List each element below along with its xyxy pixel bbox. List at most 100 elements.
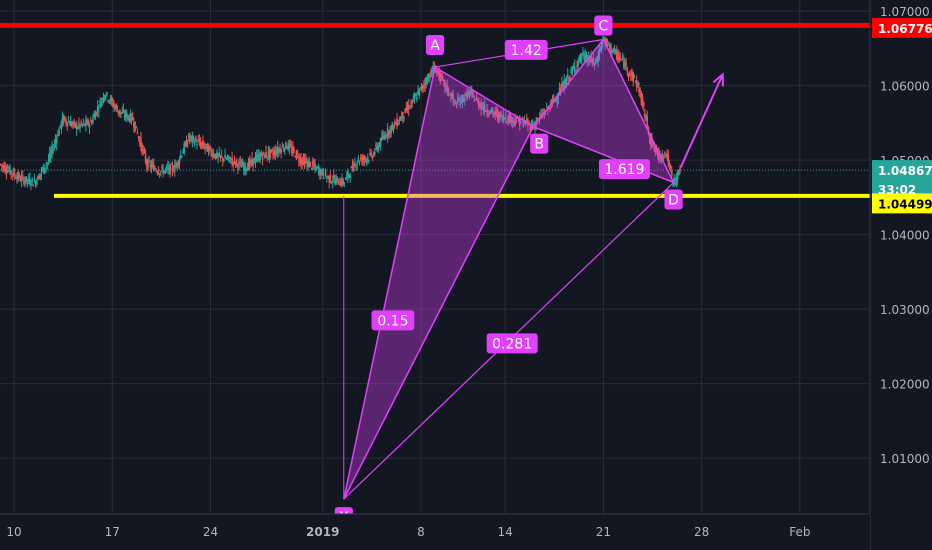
candle-body	[631, 71, 633, 75]
y-tick-label: 1.04000	[880, 229, 930, 243]
candle-body	[299, 156, 301, 164]
candle-body	[51, 145, 53, 153]
candle-body	[675, 174, 678, 182]
candle-body	[665, 153, 667, 156]
candle-body	[273, 151, 276, 155]
candle-body	[246, 167, 249, 172]
candle-body	[71, 123, 73, 127]
candle-body	[16, 177, 18, 180]
candle-body	[65, 120, 67, 124]
candle-body	[74, 122, 77, 127]
candle-body	[556, 99, 558, 101]
candle-body	[185, 141, 188, 147]
candle-body	[126, 113, 128, 119]
candle-body	[7, 170, 10, 172]
candle-body	[172, 170, 175, 172]
candle-body	[451, 97, 453, 100]
leg-bd	[533, 126, 674, 184]
candle-body	[430, 70, 432, 77]
candle-body	[377, 145, 380, 151]
candle-body	[24, 180, 26, 183]
candle-body	[653, 147, 656, 150]
candle-body	[60, 121, 63, 129]
candle-body	[102, 97, 105, 99]
candle-body	[165, 166, 168, 169]
candle-body	[183, 143, 185, 153]
candle-body	[189, 137, 191, 140]
candle-body	[455, 105, 458, 108]
candle-body	[110, 97, 113, 101]
candle-body	[88, 124, 91, 128]
candle-body	[380, 137, 383, 141]
candle-body	[493, 113, 495, 115]
candle-body	[585, 54, 588, 63]
candle-body	[52, 150, 55, 152]
candle-body	[119, 109, 121, 114]
candle-body	[181, 156, 183, 158]
candle-body	[432, 66, 435, 73]
candle-body	[224, 154, 226, 159]
candle-body	[501, 116, 504, 121]
candle-body	[573, 66, 576, 72]
candle-body	[302, 156, 305, 161]
candle-body	[316, 166, 319, 168]
candle-body	[69, 121, 72, 127]
candle-body	[330, 182, 333, 184]
candle-body	[314, 163, 316, 167]
candle-body	[197, 139, 200, 141]
candle-body	[578, 56, 581, 61]
candle-body	[350, 166, 353, 169]
candle-body	[227, 155, 230, 158]
candle-body	[336, 176, 339, 178]
candle-body	[676, 170, 679, 180]
candle-body	[5, 170, 8, 173]
candle-body	[99, 100, 101, 103]
candle-body	[642, 102, 645, 107]
candle-body	[0, 163, 2, 165]
candle-body	[499, 112, 501, 119]
y-tick-label: 1.01000	[880, 452, 930, 466]
candle-body	[44, 167, 46, 171]
candle-body	[177, 161, 180, 165]
candle-body	[26, 179, 29, 182]
candle-body	[355, 165, 357, 168]
candle-body	[23, 178, 25, 184]
candle-body	[257, 155, 259, 157]
candle-body	[203, 144, 205, 149]
candle-body	[362, 159, 364, 161]
candle-body	[320, 170, 322, 176]
candle-body	[101, 99, 104, 101]
candle-body	[402, 112, 404, 119]
candle-body	[666, 155, 668, 158]
candle-body	[106, 92, 108, 95]
price-tag: 1.06776	[878, 22, 932, 36]
candle-body	[128, 117, 131, 121]
candle-body	[322, 170, 325, 177]
candle-body	[14, 177, 17, 179]
candle-body	[174, 164, 176, 172]
candle-body	[279, 149, 281, 153]
candle-body	[375, 145, 377, 147]
candle-body	[544, 112, 547, 114]
candle-body	[431, 68, 433, 73]
candle-body	[563, 80, 566, 90]
candle-body	[281, 145, 284, 148]
candle-body	[363, 155, 366, 160]
candle-body	[78, 122, 80, 125]
candle-body	[57, 134, 59, 136]
candle-body	[176, 163, 178, 166]
candle-body	[329, 174, 332, 183]
candle-body	[200, 142, 203, 145]
candle-body	[667, 154, 670, 165]
candle-body	[238, 161, 240, 165]
candle-body	[240, 165, 243, 168]
candle-body	[559, 89, 562, 93]
candle-body	[403, 116, 405, 118]
projection-arrow	[679, 74, 724, 169]
candle-body	[327, 175, 329, 177]
candle-body	[94, 113, 97, 120]
candle-body	[331, 181, 334, 183]
candle-body	[467, 92, 470, 94]
